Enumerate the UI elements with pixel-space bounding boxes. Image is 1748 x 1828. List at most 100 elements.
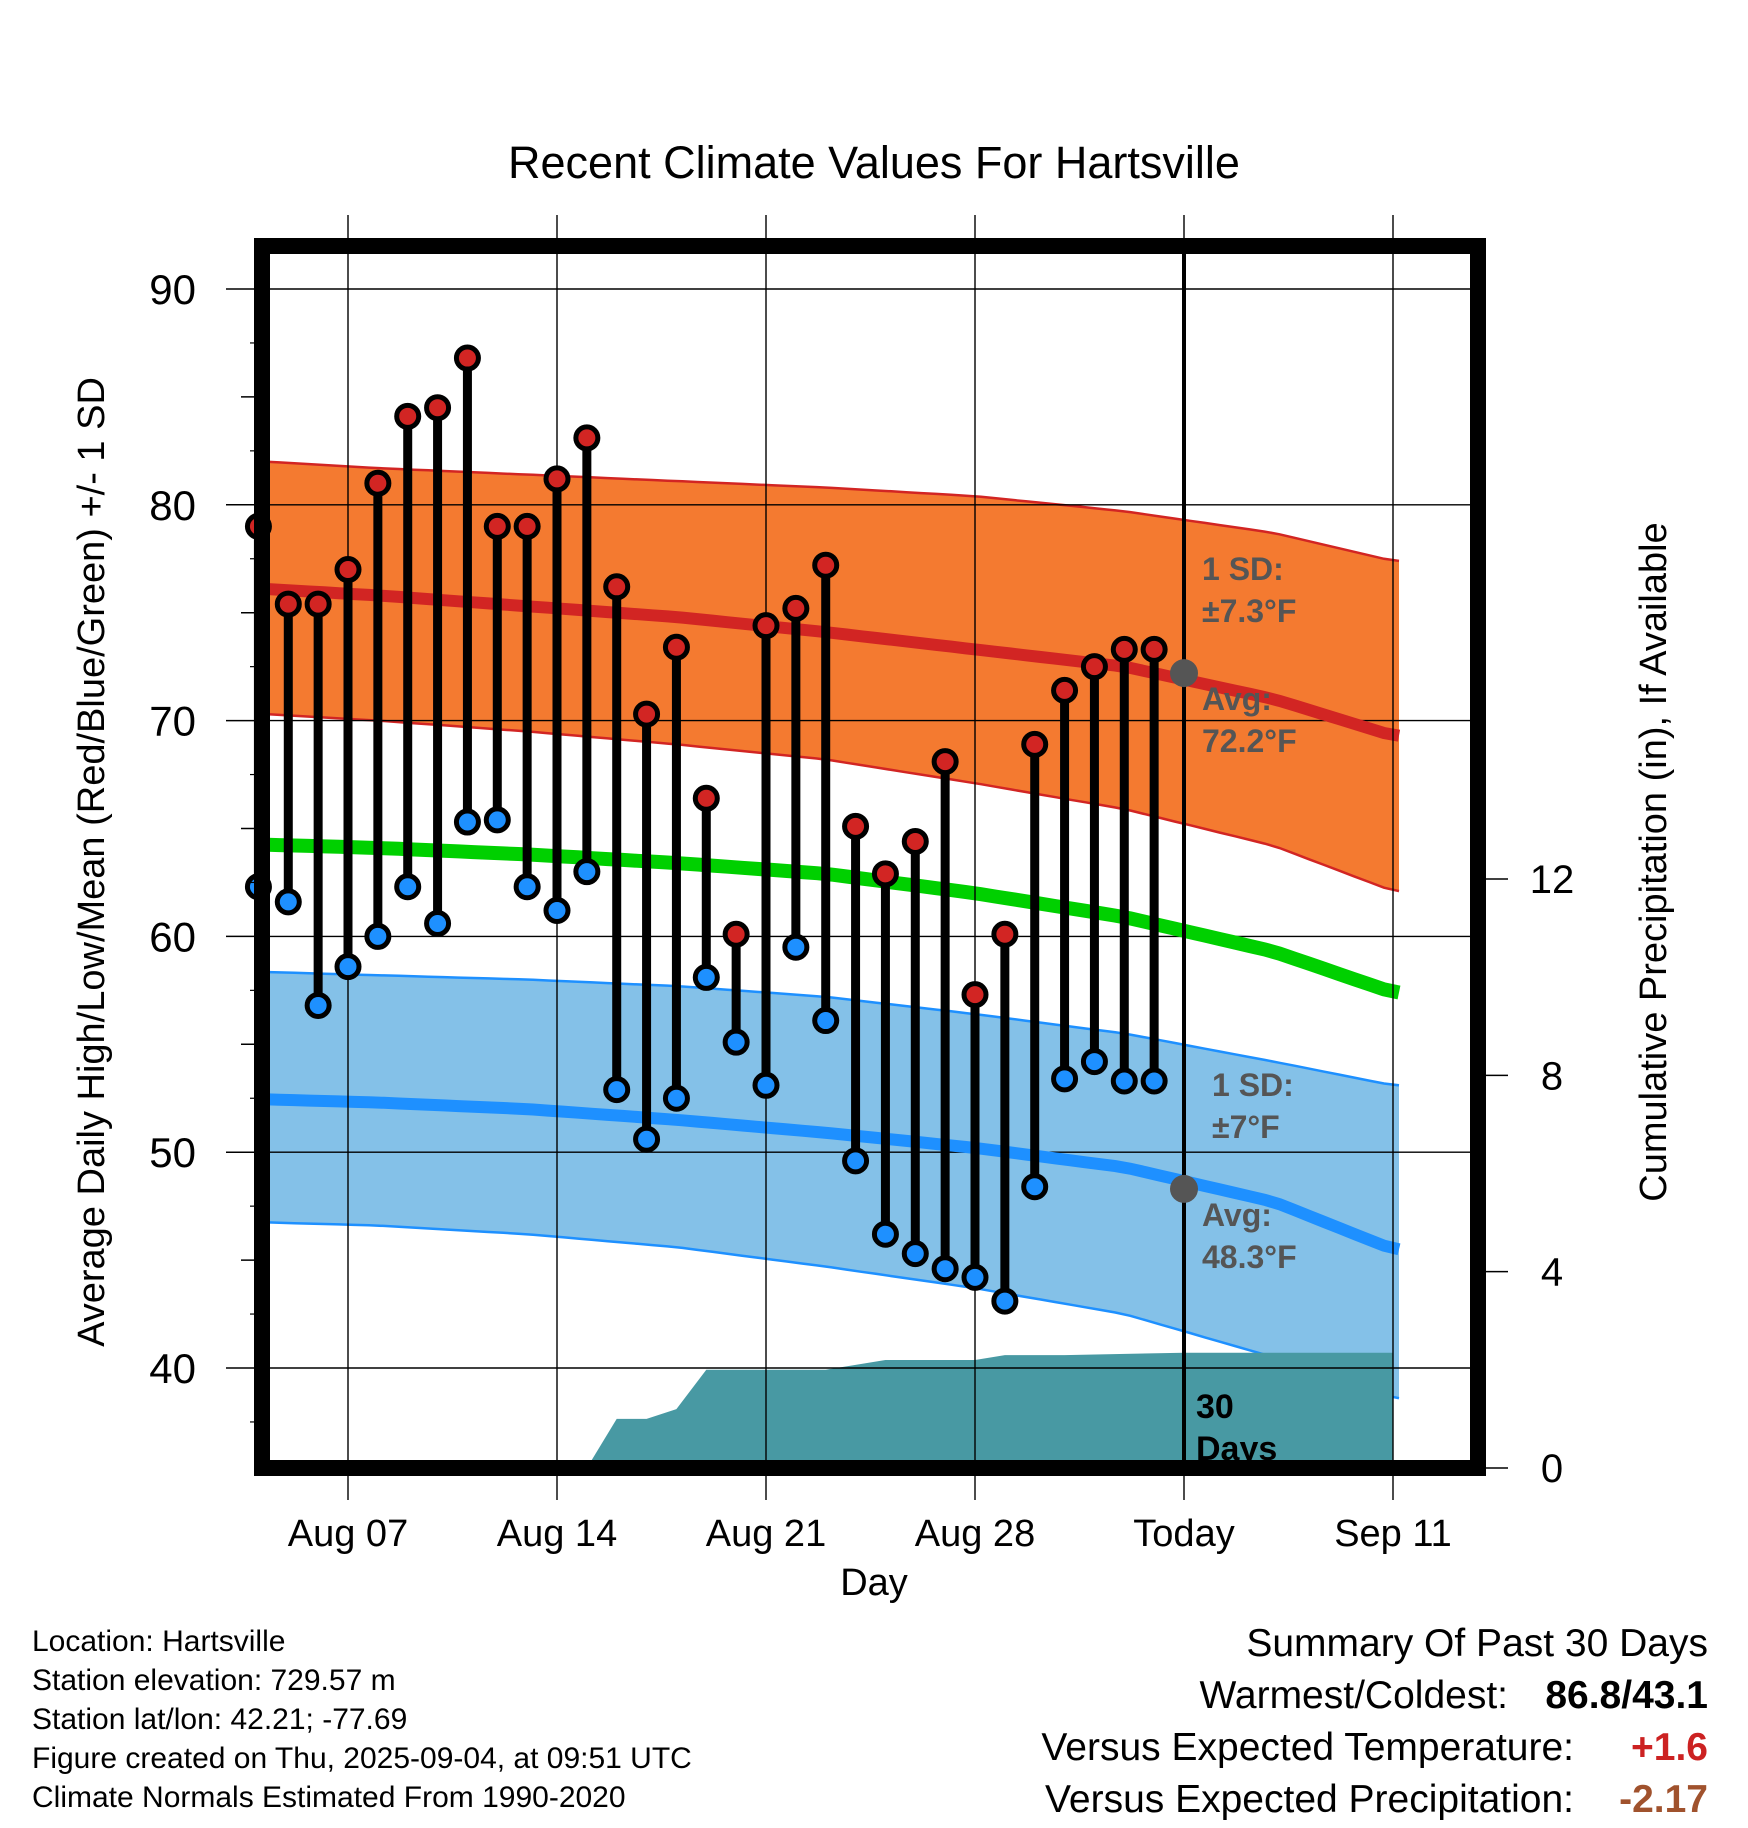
today-avg-high-dot bbox=[1170, 659, 1198, 688]
low-marker bbox=[573, 858, 601, 886]
summary-title: Summary Of Past 30 Days bbox=[1246, 1622, 1708, 1665]
avg-mean-line bbox=[262, 837, 1401, 1000]
high-marker bbox=[782, 594, 810, 622]
high-marker bbox=[1051, 676, 1079, 704]
high-marker bbox=[662, 633, 690, 661]
chart-title: Recent Climate Values For Hartsville bbox=[508, 137, 1240, 188]
high-marker bbox=[1140, 635, 1168, 663]
y2-tick-label: 0 bbox=[1541, 1447, 1563, 1491]
summary-warm-cold: Warmest/Coldest: 86.8/43.1 bbox=[1041, 1670, 1708, 1722]
high-marker bbox=[304, 590, 332, 618]
y2-tick-label: 12 bbox=[1530, 858, 1575, 902]
high-marker bbox=[931, 748, 959, 776]
summary-panel: Summary Of Past 30 Days Warmest/Coldest:… bbox=[1041, 1618, 1708, 1826]
x-tick-label: Aug 14 bbox=[497, 1513, 617, 1555]
today-avg-low-dot bbox=[1170, 1174, 1198, 1203]
location-text: Location: Hartsville bbox=[32, 1625, 286, 1658]
low-marker bbox=[394, 873, 422, 901]
x-tick-label: Aug 28 bbox=[915, 1513, 1035, 1555]
low-marker bbox=[543, 897, 571, 925]
low-marker bbox=[513, 873, 541, 901]
x-tick-label: Aug 07 bbox=[288, 1513, 408, 1555]
high-marker bbox=[991, 920, 1019, 948]
low-marker bbox=[782, 933, 810, 961]
high-marker bbox=[901, 827, 929, 855]
low-marker bbox=[274, 888, 302, 916]
low-marker bbox=[961, 1263, 989, 1291]
high-marker bbox=[722, 920, 750, 948]
low-marker bbox=[1080, 1048, 1108, 1076]
low-sd-label: 1 SD: bbox=[1212, 1067, 1294, 1103]
low-marker bbox=[1110, 1067, 1138, 1095]
high-marker bbox=[483, 512, 511, 540]
y2-tick-label: 8 bbox=[1541, 1054, 1563, 1098]
high-avg-label: Avg: bbox=[1202, 681, 1272, 717]
high-marker bbox=[364, 469, 392, 497]
low-marker bbox=[334, 953, 362, 981]
high-marker bbox=[633, 700, 661, 728]
y-tick-label: 40 bbox=[149, 1345, 196, 1392]
days-marker-number: 30 bbox=[1196, 1388, 1234, 1426]
warm-cold-value: 86.8/43.1 bbox=[1545, 1674, 1708, 1717]
y-tick-label: 60 bbox=[149, 913, 196, 960]
low-marker bbox=[752, 1071, 780, 1099]
y2-axis-label: Cumulative Precipitation (in), If Availa… bbox=[1633, 522, 1675, 1201]
y-tick-label: 80 bbox=[149, 482, 196, 529]
high-marker bbox=[1021, 730, 1049, 758]
low-marker bbox=[1021, 1173, 1049, 1201]
high-marker bbox=[453, 344, 481, 372]
high-sd-label: 1 SD: bbox=[1202, 551, 1284, 587]
high-marker bbox=[961, 981, 989, 1009]
high-marker bbox=[334, 556, 362, 584]
low-sd-lower-line bbox=[262, 1220, 1400, 1400]
latlon-text: Station lat/lon: 42.21; -77.69 bbox=[32, 1703, 408, 1736]
precipitation-area bbox=[586, 1352, 1393, 1468]
high-marker bbox=[871, 860, 899, 888]
x-tick-label: Sep 11 bbox=[1334, 1513, 1452, 1555]
low-marker bbox=[722, 1028, 750, 1056]
temp-value: +1.6 bbox=[1631, 1726, 1708, 1769]
low-marker bbox=[1140, 1067, 1168, 1095]
high-avg-value: 72.2°F bbox=[1202, 723, 1297, 759]
high-marker bbox=[274, 590, 302, 618]
high-sd-upper-line bbox=[262, 460, 1400, 563]
y-tick-label: 90 bbox=[149, 266, 196, 313]
high-sd-lower-line bbox=[262, 712, 1400, 893]
plot-frame bbox=[254, 238, 1486, 1476]
high-marker bbox=[1080, 653, 1108, 681]
high-marker bbox=[424, 394, 452, 422]
y-tick-label: 50 bbox=[149, 1129, 196, 1176]
x-tick-label: Today bbox=[1133, 1513, 1234, 1555]
warm-cold-label: Warmest/Coldest: bbox=[1199, 1674, 1508, 1717]
x-tick-label: Aug 21 bbox=[706, 1513, 826, 1555]
normals-text: Climate Normals Estimated From 1990-2020 bbox=[32, 1781, 626, 1814]
low-marker bbox=[662, 1084, 690, 1112]
high-marker bbox=[1110, 635, 1138, 663]
low-marker bbox=[931, 1255, 959, 1283]
station-info: Location: Hartsville Station elevation: … bbox=[32, 1622, 692, 1817]
low-marker bbox=[1051, 1065, 1079, 1093]
precip-value: -2.17 bbox=[1619, 1778, 1708, 1821]
low-marker bbox=[991, 1287, 1019, 1315]
low-marker bbox=[304, 991, 332, 1019]
precip-label: Versus Expected Precipitation: bbox=[1045, 1778, 1574, 1821]
low-marker bbox=[603, 1076, 631, 1104]
climate-chart: Recent Climate Values For Hartsville 1 S… bbox=[71, 137, 1675, 1604]
temp-label: Versus Expected Temperature: bbox=[1041, 1726, 1574, 1769]
low-sd-value: ±7°F bbox=[1212, 1109, 1280, 1145]
high-marker bbox=[812, 551, 840, 579]
high-marker bbox=[573, 424, 601, 452]
y2-tick-label: 4 bbox=[1541, 1251, 1563, 1295]
low-marker bbox=[842, 1147, 870, 1175]
high-marker bbox=[752, 612, 780, 640]
low-marker bbox=[424, 909, 452, 937]
low-marker bbox=[901, 1240, 929, 1268]
elevation-text: Station elevation: 729.57 m bbox=[32, 1664, 396, 1697]
created-text: Figure created on Thu, 2025-09-04, at 09… bbox=[32, 1742, 692, 1775]
high-marker bbox=[842, 812, 870, 840]
avg-high-line bbox=[262, 582, 1401, 742]
low-avg-label: Avg: bbox=[1202, 1197, 1272, 1233]
summary-temp: Versus Expected Temperature: +1.6 bbox=[1041, 1722, 1708, 1774]
summary-precip: Versus Expected Precipitation: -2.17 bbox=[1041, 1774, 1708, 1826]
low-marker bbox=[633, 1125, 661, 1153]
